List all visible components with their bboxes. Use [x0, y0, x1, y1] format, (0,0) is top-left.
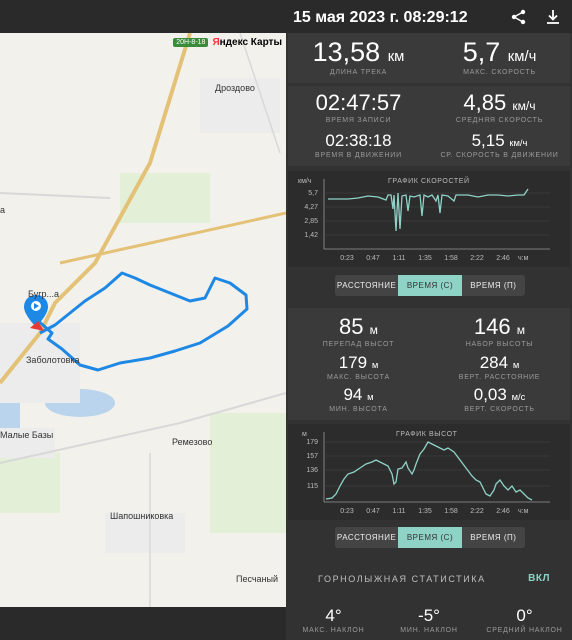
vertical-distance-stat: 284 м ВЕРТ. РАССТОЯНИЕ — [458, 353, 541, 381]
place-label: Дроздово — [215, 83, 255, 93]
tab-distance[interactable]: РАССТОЯНИЕ — [336, 281, 397, 290]
x-tick: 0:23 — [340, 255, 354, 262]
finish-flag-icon — [30, 321, 44, 331]
y-tick: 4,27 — [304, 204, 318, 211]
alt-x-unit: ч:м — [518, 508, 529, 515]
x-tick: 1:58 — [444, 255, 458, 262]
x-tick: 1:35 — [418, 508, 432, 515]
y-tick: 2,85 — [304, 218, 318, 225]
y-tick: 136 — [306, 467, 318, 474]
elevation-gain-stat: 146 м НАБОР ВЫСОТЫ — [465, 314, 534, 349]
summary-card: 13,58 км ДЛИНА ТРЕКА 5,7 км/ч МАКС. СКОР… — [288, 33, 570, 83]
altitude-axis-tabs: РАССТОЯНИЕ ВРЕМЯ (С) ВРЕМЯ (П) — [335, 527, 525, 548]
stats-panel: 13,58 км ДЛИНА ТРЕКА 5,7 км/ч МАКС. СКОР… — [286, 33, 572, 640]
x-tick: 0:47 — [366, 508, 380, 515]
record-time-stat: 02:47:57 ВРЕМЯ ЗАПИСИ — [315, 90, 402, 125]
ski-stats-title: ГОРНОЛЫЖНАЯ СТАТИСТИКА — [318, 574, 486, 584]
track-line — [35, 271, 249, 372]
y-tick: 5,7 — [308, 190, 318, 197]
x-tick: 2:22 — [470, 255, 484, 262]
y-tick: 115 — [307, 483, 318, 490]
elevation-drop-stat: 85 м ПЕРЕПАД ВЫСОТ — [322, 314, 395, 349]
yandex-maps-logo: Яндекс Карты — [212, 37, 282, 48]
place-label: Шапошниковка — [110, 511, 174, 521]
avg-slope-stat: 0° СРЕДНИЙ НАКЛОН — [486, 606, 563, 634]
x-tick: 2:46 — [496, 255, 510, 262]
avg-speed-stat: 4,85 км/ч СРЕДНЯЯ СКОРОСТЬ — [455, 90, 544, 125]
tab-distance[interactable]: РАССТОЯНИЕ — [336, 533, 397, 542]
min-altitude-stat: 94 м МИН. ВЫСОТА — [329, 385, 388, 413]
place-label: а — [0, 205, 6, 215]
top-bar: 15 мая 2023 г. 08:29:12 — [0, 0, 572, 33]
elevation-card: 85 м ПЕРЕПАД ВЫСОТ 146 м НАБОР ВЫСОТЫ 17… — [288, 308, 570, 420]
avg-moving-speed-stat: 5,15 км/ч СР. СКОРОСТЬ В ДВИЖЕНИИ — [440, 131, 559, 159]
speed-x-unit: ч:м — [518, 255, 529, 262]
tab-time-p[interactable]: ВРЕМЯ (П) — [470, 533, 517, 542]
min-slope-stat: -5° МИН. НАКЛОН — [400, 606, 458, 634]
share-icon[interactable] — [510, 8, 528, 26]
ski-stats-toggle[interactable]: ВКЛ — [528, 573, 550, 584]
max-altitude-stat: 179 м МАКС. ВЫСОТА — [327, 353, 390, 381]
place-label: Бугр...а — [28, 289, 60, 299]
ski-stats-header: ГОРНОЛЫЖНАЯ СТАТИСТИКА ВКЛ — [286, 560, 572, 595]
map-brand: 20Н-8-18 Яндекс Карты — [173, 37, 282, 48]
speed-axis-tabs: РАССТОЯНИЕ ВРЕМЯ (С) ВРЕМЯ (П) — [335, 275, 525, 296]
max-speed-stat: 5,7 км/ч МАКС. СКОРОСТЬ — [462, 37, 537, 77]
altitude-chart[interactable]: м ГРАФИК ВЫСОТ 179 157 136 115 0:23 0:47… — [288, 424, 570, 520]
speed-chart-title: ГРАФИК СКОРОСТЕЙ — [388, 176, 470, 185]
x-tick: 2:46 — [496, 508, 510, 515]
x-tick: 1:11 — [392, 255, 405, 262]
max-slope-stat: 4° МАКС. НАКЛОН — [302, 606, 365, 634]
x-tick: 1:35 — [418, 255, 432, 262]
speed-y-unit: км/ч — [298, 178, 312, 185]
place-label: Ремезово — [172, 437, 213, 447]
download-icon[interactable] — [544, 8, 562, 26]
vertical-speed-stat: 0,03 м/с ВЕРТ. СКОРОСТЬ — [464, 385, 535, 413]
place-label: Заболотовка — [26, 355, 80, 365]
y-tick: 157 — [306, 453, 318, 460]
road-badge: 20Н-8-18 — [173, 38, 209, 47]
time-card: 02:47:57 ВРЕМЯ ЗАПИСИ 4,85 км/ч СРЕДНЯЯ … — [288, 86, 570, 166]
speed-line — [328, 188, 529, 232]
x-tick: 0:47 — [366, 255, 380, 262]
alt-chart-title: ГРАФИК ВЫСОТ — [396, 431, 458, 438]
page-title: 15 мая 2023 г. 08:29:12 — [293, 9, 468, 26]
route-map[interactable]: 20Н-8-18 Яндекс Карты Дроздово Бугр...а … — [0, 33, 286, 607]
tab-time-c[interactable]: ВРЕМЯ (С) — [398, 275, 462, 296]
x-tick: 1:58 — [444, 508, 458, 515]
y-tick: 179 — [306, 439, 318, 446]
moving-time-stat: 02:38:18 ВРЕМЯ В ДВИЖЕНИИ — [315, 131, 402, 159]
x-tick: 1:11 — [392, 508, 405, 515]
alt-y-unit: м — [302, 431, 307, 438]
y-tick: 1,42 — [304, 232, 318, 239]
tab-time-p[interactable]: ВРЕМЯ (П) — [470, 281, 517, 290]
tab-time-c[interactable]: ВРЕМЯ (С) — [398, 527, 462, 548]
distance-stat: 13,58 км ДЛИНА ТРЕКА — [312, 37, 405, 77]
x-tick: 0:23 — [340, 508, 354, 515]
speed-chart[interactable]: км/ч ГРАФИК СКОРОСТЕЙ 5,7 4,27 2,85 1,42… — [288, 171, 570, 267]
place-label: Малые Базы — [0, 430, 54, 440]
x-tick: 2:22 — [470, 508, 484, 515]
place-label: Песчаный — [236, 574, 279, 584]
altitude-line — [325, 441, 533, 501]
map-canvas — [0, 33, 286, 607]
